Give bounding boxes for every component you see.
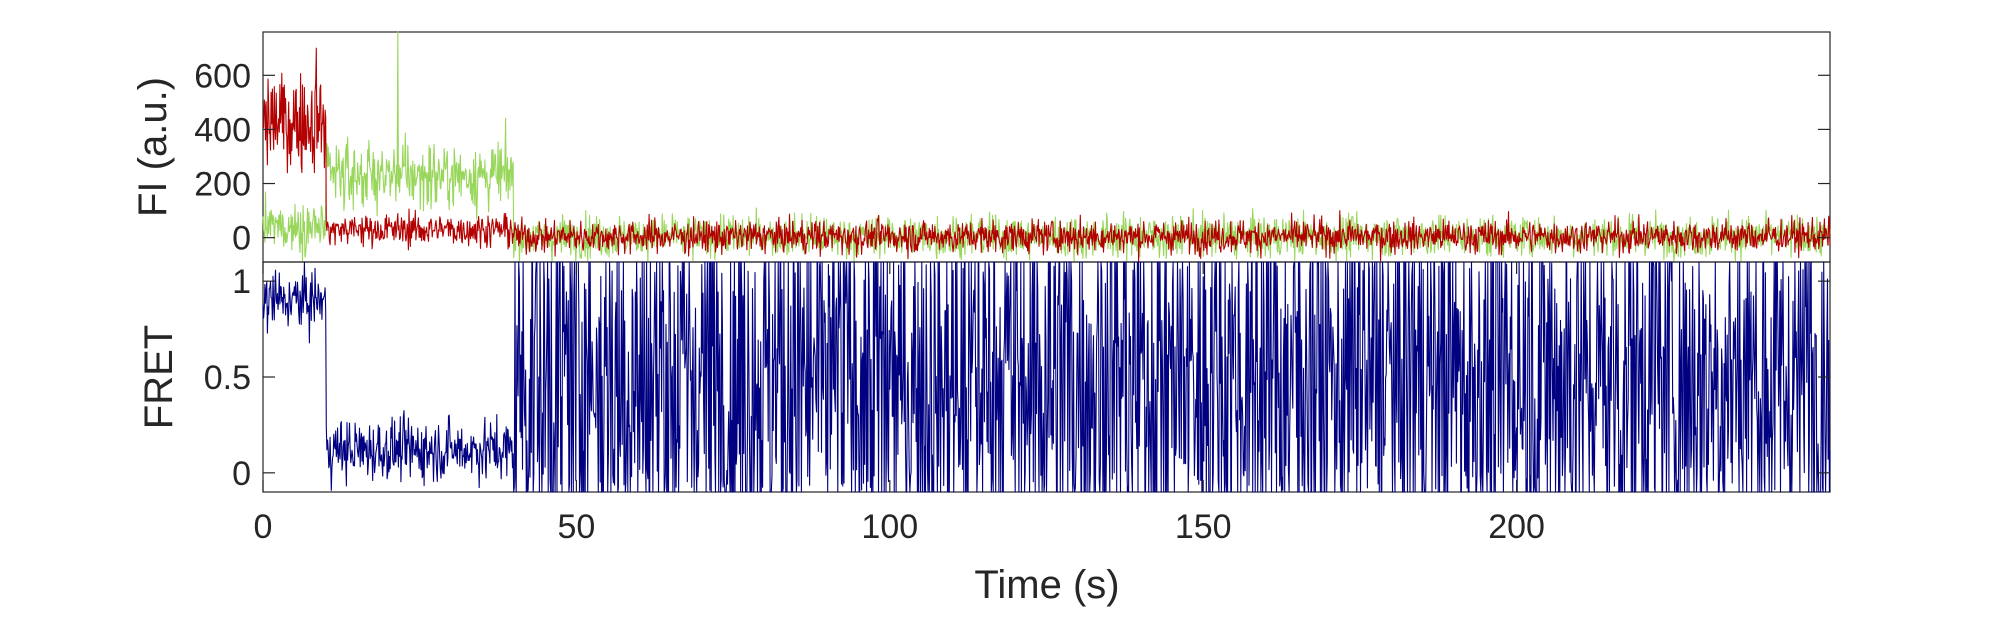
y-tick-label: 0	[232, 220, 251, 258]
y-tick-label: 0	[232, 455, 251, 493]
y-tick-label: 200	[194, 166, 251, 204]
x-tick-label: 100	[861, 508, 918, 546]
time-x-ticks: 0 50 100 150 200	[254, 262, 1545, 546]
y-tick-label: 1	[232, 263, 251, 301]
x-tick-label: 50	[557, 508, 595, 546]
fret-y-axis-title: FRET	[137, 325, 181, 429]
intensity-panel: 0 200 400 600 FI (a.u.)	[131, 31, 1831, 263]
time-x-axis-title: Time (s)	[974, 563, 1119, 607]
intensity-series-group	[262, 31, 1831, 263]
fret-series-group	[262, 261, 1831, 493]
intensity-series-line-1	[262, 47, 1831, 263]
fret-y-ticks: 00.51	[204, 263, 1830, 493]
fret-panel: 00.51 0 50 100 150 200 FRET Time (s)	[137, 261, 1831, 607]
x-tick-label: 0	[254, 508, 273, 546]
x-tick-label: 200	[1488, 508, 1545, 546]
y-tick-label: 600	[194, 57, 251, 95]
fret-series-line-0	[262, 261, 1831, 493]
intensity-y-axis-title: FI (a.u.)	[131, 77, 175, 217]
x-tick-label: 150	[1175, 508, 1232, 546]
intensity-y-ticks: 0 200 400 600	[194, 57, 1830, 258]
y-tick-label: 0.5	[204, 359, 251, 397]
y-tick-label: 400	[194, 111, 251, 149]
